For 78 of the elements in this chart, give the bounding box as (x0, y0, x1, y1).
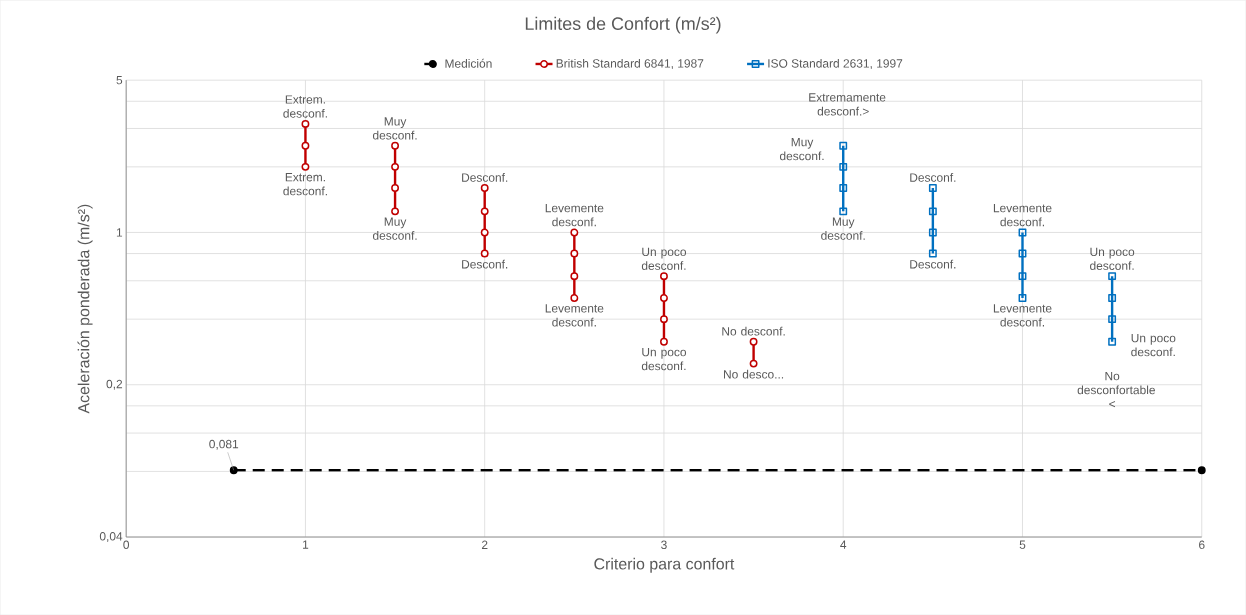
annotation: No desconf. (722, 326, 785, 336)
annotation: Extrem. desconf. (283, 95, 327, 118)
y-tick-label: 1 (116, 228, 123, 237)
x-tick-label: 2 (481, 540, 488, 549)
y-axis-title: Aceleración ponderada (m/s²) (77, 204, 93, 414)
annotation: Un poco desconf. (641, 247, 687, 270)
point (301, 141, 310, 150)
point (570, 293, 579, 302)
annotation: Extremamente desconf.> (809, 93, 886, 116)
annotation: Muy desconf. (372, 217, 417, 240)
y-tick-label: 0,2 (106, 379, 123, 390)
point (391, 141, 400, 150)
point (301, 162, 310, 171)
point (839, 162, 848, 171)
point (1197, 466, 1206, 475)
point (1108, 337, 1117, 346)
point (480, 207, 489, 216)
point (480, 183, 489, 192)
point (570, 272, 579, 281)
legend-label: Medición (445, 58, 492, 68)
point (839, 207, 848, 216)
point (839, 183, 848, 192)
annotation: Levemente desconf. (993, 304, 1052, 327)
x-tick-label: 5 (1019, 540, 1026, 549)
annotation: Levemente desconf. (993, 203, 1052, 227)
point (570, 249, 579, 258)
data-label: 0,081 (209, 439, 239, 450)
legend-label: ISO Standard 2631, 1997 (768, 58, 903, 69)
annotation: Desconf. (462, 259, 508, 269)
annotation: Un poco desconf. (641, 347, 687, 371)
x-axis-title: Criterio para confort (594, 557, 735, 573)
point (1018, 249, 1027, 258)
point (480, 249, 489, 258)
point (660, 315, 668, 323)
annotation: Levemente desconf. (545, 203, 604, 227)
point (1018, 272, 1027, 281)
point (1108, 293, 1117, 302)
point (391, 207, 400, 216)
annotation: Levemente desconf. (545, 304, 604, 327)
point (391, 162, 400, 171)
annotation: No desco... (724, 369, 784, 379)
chart-title: Limites de Confort (m/s²) (525, 16, 721, 34)
x-tick-label: 6 (1199, 540, 1205, 549)
annotation: Muy desconf. (821, 217, 865, 240)
annotation: Extrem. desconf. (283, 172, 327, 196)
annotation: Desconf. (462, 172, 508, 182)
point (570, 228, 579, 237)
annotation: Un poco desconf. (1090, 247, 1135, 270)
annotation: Muy desconf. (779, 137, 824, 161)
legend-label: British Standard 6841, 1987 (556, 58, 704, 69)
point (391, 183, 400, 192)
point (1018, 293, 1027, 302)
point (1018, 228, 1027, 237)
point (928, 228, 937, 237)
annotation: Muy desconf. (372, 117, 417, 140)
point (301, 119, 310, 128)
point (928, 249, 937, 258)
point (1108, 272, 1117, 281)
annotation: Desconf. (910, 259, 956, 269)
x-tick-label: 4 (840, 540, 847, 549)
y-tick-label: 5 (116, 75, 123, 85)
x-tick-label: 1 (303, 540, 309, 549)
point (660, 293, 668, 302)
point (839, 141, 848, 150)
point (480, 228, 489, 237)
annotation: Un poco desconf. (1131, 333, 1176, 357)
y-tick-label: 0,04 (99, 531, 123, 542)
x-tick-label: 3 (661, 540, 667, 549)
annotation: No desconfortable < (1077, 371, 1155, 408)
point (660, 272, 668, 281)
point (660, 337, 668, 346)
point (1108, 315, 1117, 323)
x-tick-label: 0 (123, 540, 130, 549)
point (749, 359, 758, 368)
point (928, 207, 937, 216)
point (749, 337, 758, 346)
annotation: Desconf. (910, 172, 956, 182)
point (928, 183, 937, 192)
